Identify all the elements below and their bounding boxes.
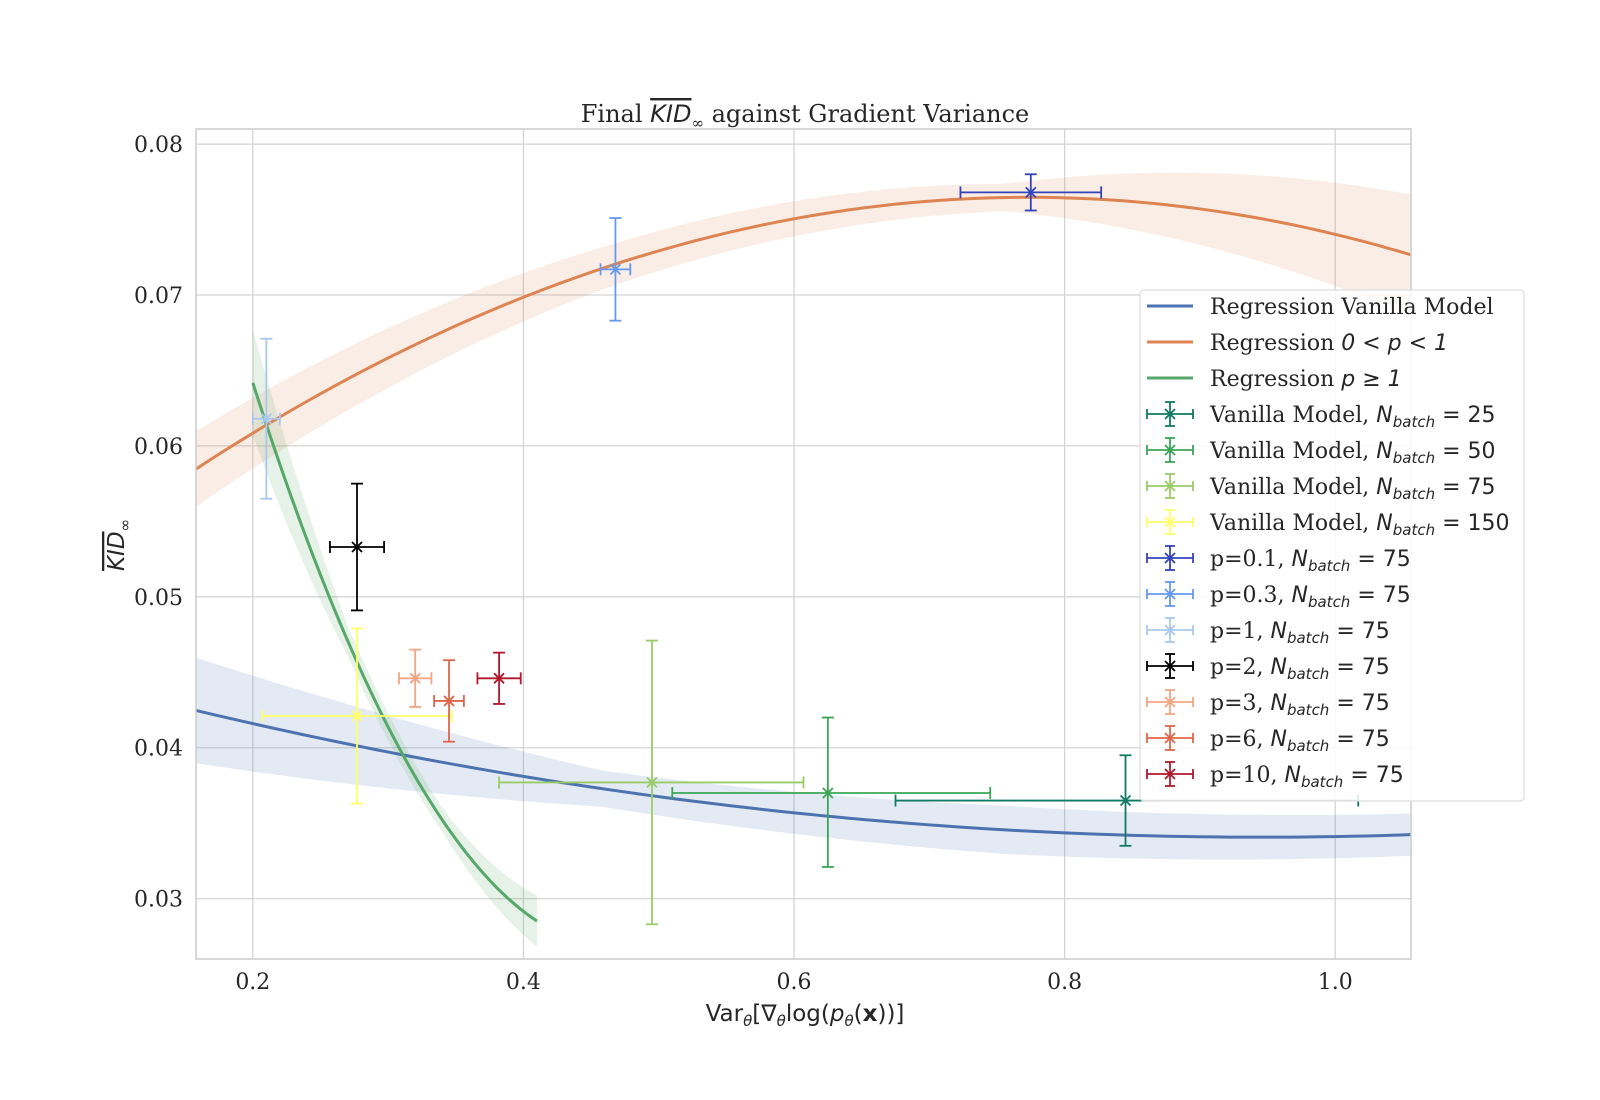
legend-label: p=0.1, Nbatch = 75 <box>1210 547 1411 575</box>
x-axis-label: Varθ[∇θlog(pθ(x))] <box>706 1001 905 1030</box>
title-kid-subscript: ∞ <box>691 114 704 132</box>
legend-label: Vanilla Model, Nbatch = 50 <box>1209 439 1496 467</box>
legend-label: p=1, Nbatch = 75 <box>1210 619 1390 647</box>
error-bar-point <box>433 659 465 743</box>
regression-line <box>196 708 1411 839</box>
title-kid-symbol: KID <box>650 100 691 128</box>
x-marker <box>351 541 363 553</box>
legend-label: p=3, Nbatch = 75 <box>1210 691 1390 719</box>
legend-item-series: p=2, Nbatch = 75 <box>1146 653 1390 683</box>
error-bar-point <box>599 217 632 322</box>
ylabel-kid-symbol: KID <box>104 531 130 571</box>
xlabel-x-bold: x <box>863 1001 878 1027</box>
legend-item-series: Vanilla Model, Nbatch = 25 <box>1146 401 1496 431</box>
xlabel-open: [∇ <box>752 1001 777 1027</box>
x-marker <box>646 776 658 789</box>
legend-item-series: Vanilla Model, Nbatch = 75 <box>1146 473 1496 503</box>
y-tick-label: 0.08 <box>134 133 183 158</box>
regression-lines <box>196 195 1411 923</box>
x-marker <box>1119 794 1132 807</box>
x-marker <box>493 672 505 684</box>
y-tick-label: 0.03 <box>134 888 183 913</box>
xlabel-log: log( <box>786 1001 830 1027</box>
legend-item-series: p=1, Nbatch = 75 <box>1146 617 1390 647</box>
x-tick-label: 0.6 <box>777 970 812 995</box>
xlabel-x-open: ( <box>854 1001 863 1027</box>
legend-label: p=6, Nbatch = 75 <box>1210 727 1390 755</box>
y-tick-label: 0.06 <box>134 435 183 460</box>
title-prefix: Final <box>581 100 650 128</box>
x-marker <box>609 263 622 275</box>
x-tick-label: 0.8 <box>1047 970 1082 995</box>
confidence-bands <box>196 172 1411 947</box>
error-bar-point <box>261 627 453 805</box>
x-tick-labels: 0.2 0.4 0.6 0.8 1.0 <box>235 970 1352 995</box>
xlabel-grad-sub: θ <box>777 1012 786 1030</box>
xlabel-var: Var <box>706 1001 744 1027</box>
y-tick-label: 0.05 <box>134 586 183 611</box>
x-tick-label: 1.0 <box>1318 970 1353 995</box>
regression-confidence-band <box>252 329 537 947</box>
x-marker <box>1025 186 1037 199</box>
error-bar-point <box>398 648 433 708</box>
legend-label: Vanilla Model, Nbatch = 75 <box>1209 475 1496 503</box>
error-bar-point <box>329 482 385 612</box>
x-marker <box>351 710 363 722</box>
legend-item-series: p=0.3, Nbatch = 75 <box>1146 581 1411 611</box>
x-marker <box>260 413 272 425</box>
legend-item-regression: Regression Vanilla Model <box>1147 295 1494 320</box>
y-tick-label: 0.04 <box>134 737 183 762</box>
error-bar-point <box>476 651 522 705</box>
legend-box <box>1139 289 1525 802</box>
y-axis-label: KID∞ <box>104 519 134 571</box>
y-tick-labels: 0.03 0.04 0.05 0.06 0.07 0.08 <box>134 133 183 913</box>
legend-label: Regression Vanilla Model <box>1210 295 1494 320</box>
legend-item-series: p=0.1, Nbatch = 75 <box>1146 545 1411 575</box>
error-bar-point <box>959 173 1103 212</box>
regression-confidence-band <box>196 657 1411 860</box>
legend-label: Vanilla Model, Nbatch = 150 <box>1209 511 1510 539</box>
error-bar-point <box>498 639 805 926</box>
legend-item-regression: Regression p ≥ 1 <box>1147 367 1402 392</box>
legend-item-series: p=6, Nbatch = 75 <box>1146 725 1390 755</box>
regression-line <box>251 382 538 923</box>
xlabel-p-sub: θ <box>844 1012 853 1030</box>
xlabel-close: ))] <box>877 1001 904 1027</box>
y-tick-label: 0.07 <box>134 284 183 309</box>
title-suffix: against Gradient Variance <box>704 100 1029 128</box>
xlabel-var-sub: θ <box>743 1012 752 1030</box>
legend-label: Vanilla Model, Nbatch = 25 <box>1209 403 1496 431</box>
legend-item-series: p=3, Nbatch = 75 <box>1146 689 1390 719</box>
xlabel-p: p <box>829 1001 845 1027</box>
legend-label: p=2, Nbatch = 75 <box>1210 655 1390 683</box>
legend-item-series: Vanilla Model, Nbatch = 150 <box>1146 509 1510 539</box>
legend-label: Regression 0 < p < 1 <box>1210 331 1448 356</box>
ylabel-kid-subscript: ∞ <box>116 519 134 532</box>
legend-item-series: p=10, Nbatch = 75 <box>1146 761 1404 791</box>
x-marker <box>409 672 421 684</box>
legend-label: p=10, Nbatch = 75 <box>1210 763 1404 791</box>
chart-title: Final KID∞ against Gradient Variance <box>581 100 1029 132</box>
x-tick-label: 0.4 <box>506 970 541 995</box>
legend-label: Regression p ≥ 1 <box>1210 367 1402 392</box>
error-bar-point <box>251 337 281 500</box>
legend-label: p=0.3, Nbatch = 75 <box>1210 583 1411 611</box>
regression-line <box>196 195 1411 471</box>
error-bar-point <box>671 716 992 868</box>
legend-item-regression: Regression 0 < p < 1 <box>1147 331 1448 356</box>
legend: Regression Vanilla Model Regression 0 < p… <box>1139 289 1525 802</box>
regression-confidence-band <box>196 172 1411 507</box>
x-marker <box>822 787 834 799</box>
x-tick-label: 0.2 <box>235 970 270 995</box>
x-marker <box>443 695 455 707</box>
legend-item-series: Vanilla Model, Nbatch = 50 <box>1146 437 1496 467</box>
